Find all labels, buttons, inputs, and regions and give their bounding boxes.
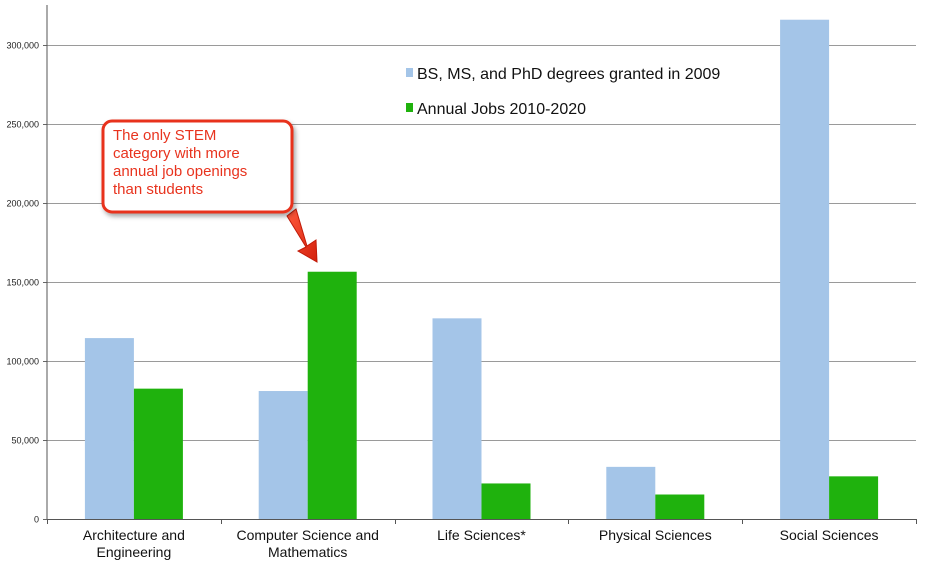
annotation-line-2: category with more: [113, 145, 240, 162]
bar-jobs: [655, 494, 705, 519]
annotation-arrow: [286, 208, 318, 263]
y-tick-label: 0: [34, 515, 39, 525]
bars: [84, 19, 879, 519]
y-tick-label: 100,000: [6, 357, 39, 367]
annotation-box: [101, 119, 294, 214]
legend-label-jobs: Annual Jobs 2010-2020: [417, 101, 586, 118]
bar-degrees: [258, 391, 308, 519]
y-tick-label: 300,000: [6, 41, 39, 51]
bar-degrees: [606, 466, 656, 519]
x-category-label: Life Sciences*: [437, 527, 526, 543]
annotation-line-4: than students: [113, 181, 203, 198]
x-category-label: Social Sciences: [780, 527, 879, 543]
bar-jobs: [133, 388, 183, 519]
bar-degrees: [780, 19, 830, 519]
bar-jobs: [829, 476, 879, 519]
y-tick-label: 250,000: [6, 120, 39, 130]
y-tick-label: 150,000: [6, 278, 39, 288]
bar-degrees: [84, 338, 134, 519]
bar-jobs: [481, 483, 531, 519]
y-tick-label: 200,000: [6, 199, 39, 209]
legend: BS, MS, and PhD degrees granted in 2009 …: [406, 66, 720, 118]
y-axis-ticks: 0 50,000 100,000 150,000 200,000 250,000 300,0…: [6, 41, 47, 525]
x-category-label: Architecture and: [83, 527, 185, 543]
x-category-label: Mathematics: [268, 544, 347, 560]
x-category-label: Physical Sciences: [599, 527, 712, 543]
bar-jobs: [307, 271, 357, 519]
legend-label-degrees: BS, MS, and PhD degrees granted in 2009: [417, 66, 720, 83]
bar-degrees: [432, 318, 482, 519]
annotation-callout: The only STEM category with more annual …: [101, 119, 318, 263]
annotation-line-1: The only STEM: [113, 127, 216, 144]
x-category-label: Engineering: [97, 544, 172, 560]
x-axis: [46, 5, 917, 524]
legend-swatch-degrees: [406, 68, 413, 77]
legend-swatch-jobs: [406, 103, 413, 112]
annotation-line-3: annual job openings: [113, 163, 247, 180]
y-tick-label: 50,000: [11, 436, 39, 446]
x-category-label: Computer Science and: [236, 527, 378, 543]
